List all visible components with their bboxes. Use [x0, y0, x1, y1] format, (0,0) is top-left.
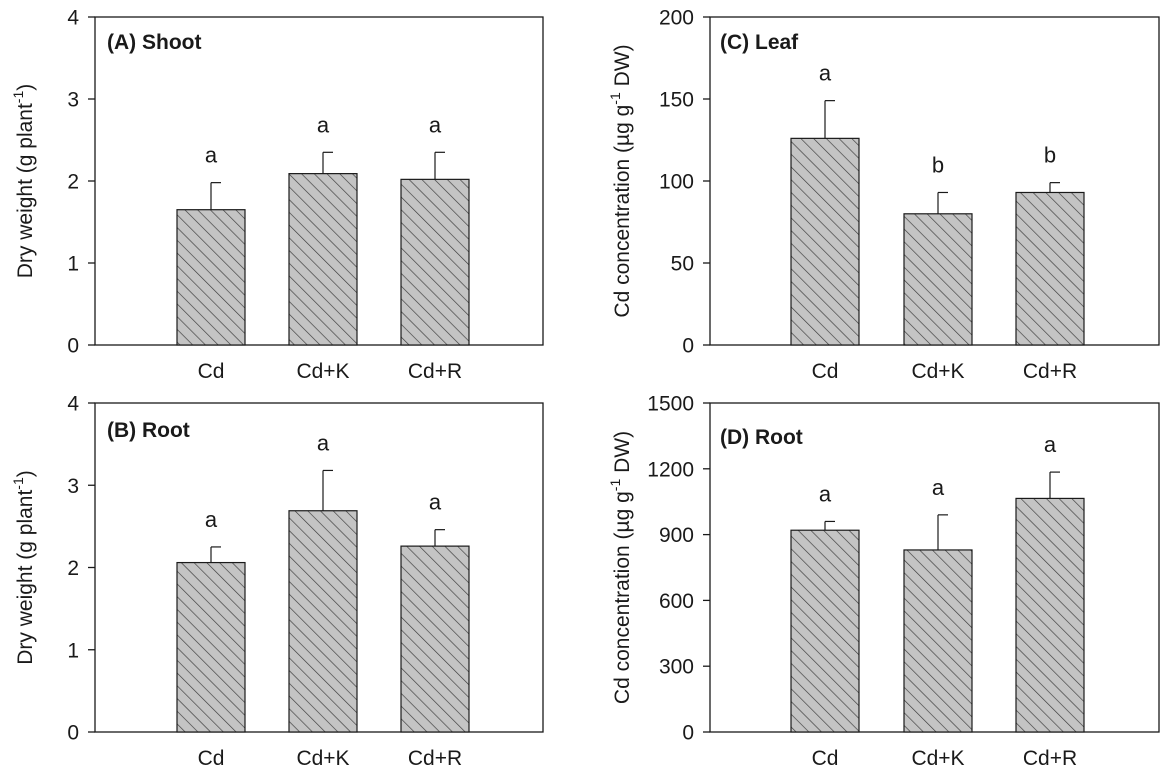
significance-label: b [1044, 143, 1056, 168]
significance-label: a [205, 143, 218, 168]
panel-c: 0 50 100 150 200 Cd Cd+K Cd+R Cd concentration (… [607, 7, 1160, 383]
y-axis-label: Cd concentration (µg g-1 DW) [607, 44, 634, 317]
x-tick-label: Cd+R [1023, 360, 1077, 383]
x-tick-label: Cd [198, 747, 225, 770]
bar [790, 137, 860, 346]
x-tick-label: Cd+K [296, 360, 349, 383]
y-tick-label: 600 [659, 590, 694, 613]
y-tick-label: 50 [671, 253, 694, 276]
y-axis-label: Dry weight (g plant-1) [10, 84, 37, 279]
significance-label: a [429, 490, 442, 515]
y-axis-label-main: Dry weight (g plant [14, 490, 37, 665]
y-tick-label: 0 [682, 335, 694, 358]
y-tick-label: 900 [659, 524, 694, 547]
bar [1015, 497, 1085, 733]
y-tick-label: 1 [67, 253, 79, 276]
y-tick-label: 0 [67, 335, 79, 358]
y-tick-label: 150 [659, 89, 694, 112]
y-axis-label-superscript: -1 [607, 479, 623, 492]
y-axis-label-superscript: -1 [10, 477, 26, 490]
y-axis-label-main: Cd concentration (µg g [611, 491, 634, 704]
y-tick-label: 1200 [647, 458, 694, 481]
y-tick-label: 2 [67, 171, 79, 194]
bar [903, 213, 973, 346]
panel-d: 0 300 600 900 1200 1500 Cd Cd+K Cd+R Cd concentra… [607, 393, 1160, 770]
x-tick-label: Cd [812, 360, 839, 383]
y-tick-label: 100 [659, 171, 694, 194]
significance-label: a [819, 61, 832, 86]
significance-label: a [205, 507, 218, 532]
y-axis-label-superscript: -1 [10, 91, 26, 104]
significance-label: a [932, 475, 945, 500]
x-tick-label: Cd+R [408, 747, 462, 770]
bar [400, 545, 470, 733]
x-tick-label: Cd+K [296, 747, 349, 770]
bar [790, 529, 860, 733]
y-tick-label: 3 [67, 475, 79, 498]
significance-label: a [429, 112, 442, 137]
panel-a: 0 1 2 3 4 Cd Cd+K Cd+R Dry weight (g plant-1) (A)… [10, 7, 544, 383]
y-tick-label: 0 [67, 722, 79, 745]
y-axis-label: Cd concentration (µg g-1 DW) [607, 431, 634, 704]
x-tick-label: Cd+K [911, 747, 964, 770]
bar [288, 173, 358, 346]
y-axis-label-superscript: -1 [607, 92, 623, 105]
significance-label: a [819, 481, 832, 506]
y-axis-label-main: Dry weight (g plant [14, 103, 37, 278]
x-tick-label: Cd [812, 747, 839, 770]
y-axis-label-tail: ) [14, 470, 37, 477]
y-tick-label: 4 [67, 7, 79, 30]
x-tick-label: Cd+K [911, 360, 964, 383]
panel-title: (B) Root [107, 419, 190, 442]
panel-title: (C) Leaf [720, 31, 799, 54]
panel-title: (A) Shoot [107, 31, 201, 54]
y-tick-label: 300 [659, 656, 694, 679]
significance-label: a [317, 112, 330, 137]
bar [1015, 191, 1085, 346]
y-axis-label-tail: DW) [611, 44, 634, 92]
y-axis-label-main: Cd concentration (µg g [611, 105, 634, 318]
x-tick-label: Cd [198, 360, 225, 383]
significance-label: a [317, 430, 330, 455]
y-tick-label: 3 [67, 89, 79, 112]
y-tick-label: 1 [67, 639, 79, 662]
y-tick-label: 0 [682, 722, 694, 745]
y-tick-label: 200 [659, 7, 694, 30]
bar [400, 178, 470, 346]
y-axis-label-tail: DW) [611, 431, 634, 479]
panel-title: (D) Root [720, 426, 803, 449]
panel-b: 0 1 2 3 4 Cd Cd+K Cd+R Dry weight (g plant-1) (B)… [10, 393, 544, 770]
x-tick-label: Cd+R [1023, 747, 1077, 770]
bar [176, 209, 246, 346]
bar [903, 549, 973, 733]
y-tick-label: 4 [67, 393, 79, 416]
y-axis-label-tail: ) [14, 84, 37, 91]
y-tick-label: 1500 [647, 393, 694, 416]
y-tick-label: 2 [67, 557, 79, 580]
significance-label: b [932, 152, 944, 177]
x-tick-label: Cd+R [408, 360, 462, 383]
significance-label: a [1044, 432, 1057, 457]
bar [176, 561, 246, 733]
bar [288, 510, 358, 733]
y-axis-label: Dry weight (g plant-1) [10, 470, 37, 665]
